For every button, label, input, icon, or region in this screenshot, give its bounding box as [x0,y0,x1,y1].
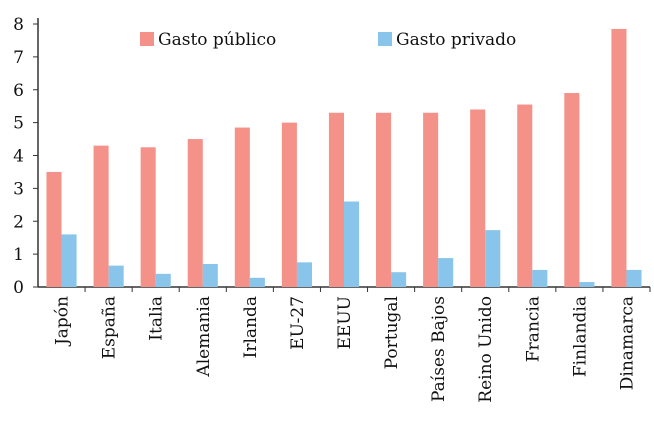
bar [328,112,344,287]
y-tick-label: 5 [13,114,24,134]
bar [391,272,407,287]
legend-swatch [378,32,392,46]
bar [564,93,580,287]
bar [423,112,439,287]
legend-label: Gasto público [158,30,276,50]
legend-swatch [140,32,154,46]
legend-label: Gasto privado [396,30,516,50]
y-tick-label: 1 [13,245,24,265]
x-tick-label: Italia [147,296,167,341]
x-tick-label: Países Bajos [429,296,449,402]
y-tick-label: 6 [13,81,24,101]
bar [281,122,297,287]
x-tick-label: España [100,296,120,359]
y-tick-label: 3 [13,179,24,199]
bar [155,273,171,287]
bar [61,234,77,287]
x-tick-label: EEUU [335,296,355,349]
bar [376,112,392,287]
bar [187,139,203,287]
x-tick-label: Irlanda [241,296,261,358]
x-tick-label: Alemania [194,296,214,378]
y-tick-label: 8 [13,15,24,35]
bar [438,258,454,287]
x-tick-label: Dinamarca [617,296,637,390]
bar [517,104,533,287]
bar [532,269,548,287]
bar [140,147,156,287]
bar [579,282,595,287]
bar [296,262,312,287]
bar [626,269,642,287]
bar [202,263,218,287]
bar [470,109,486,287]
bar [108,265,124,287]
bar [249,277,265,287]
y-tick-label: 2 [13,212,24,232]
bar [93,145,109,287]
y-tick-label: 7 [13,48,24,68]
bar [344,201,360,287]
bar [485,230,501,287]
x-tick-label: Portugal [382,296,402,369]
bar [234,127,250,288]
x-tick-label: Reino Unido [476,296,496,403]
x-tick-label: EU-27 [288,296,308,350]
x-tick-label: Francia [523,296,543,362]
x-tick-label: Finlandia [570,296,590,377]
bar [611,28,627,288]
y-tick-label: 0 [13,278,24,298]
bar [46,171,62,287]
x-tick-label: Japón [53,296,73,347]
y-tick-label: 4 [13,147,24,167]
